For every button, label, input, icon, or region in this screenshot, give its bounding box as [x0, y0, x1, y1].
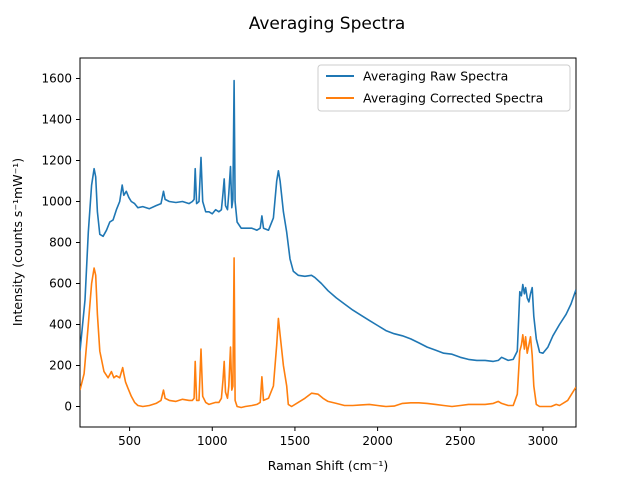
- series-line-2: [80, 257, 576, 409]
- x-tick-label: 2500: [445, 434, 476, 448]
- plot-area: 500 1000 1500 2000 2500 3000 0 200 400 600 800 100…: [41, 57, 577, 448]
- x-tick-label: 3000: [528, 434, 559, 448]
- y-tick-label: 800: [49, 236, 72, 250]
- x-axis-ticks: 500 1000 1500 2000 2500 3000: [118, 427, 558, 448]
- x-tick-label: 2000: [362, 434, 393, 448]
- y-tick-label: 1600: [41, 72, 72, 86]
- x-tick-label: 500: [118, 434, 141, 448]
- x-tick-label: 1000: [197, 434, 228, 448]
- y-axis-ticks: 0 200 400 600 800 1000 1200 1400 1600: [41, 72, 80, 414]
- y-axis-label: Intensity (counts s⁻¹mW⁻¹): [10, 158, 25, 326]
- x-tick-label: 1500: [280, 434, 311, 448]
- y-tick-label: 1000: [41, 195, 72, 209]
- axes-frame: [79, 57, 577, 428]
- y-tick-label: 200: [49, 359, 72, 373]
- series-layer: [80, 79, 576, 409]
- legend-label-2: Averaging Corrected Spectra: [363, 91, 543, 106]
- y-tick-label: 0: [64, 400, 72, 414]
- series-line-1: [80, 79, 576, 363]
- legend-box: [317, 64, 571, 112]
- y-tick-label: 1200: [41, 154, 72, 168]
- y-tick-label: 400: [49, 318, 72, 332]
- y-tick-label: 1400: [41, 113, 72, 127]
- x-axis-label: Raman Shift (cm⁻¹): [268, 458, 389, 473]
- chart-title: Averaging Spectra: [249, 14, 406, 34]
- y-tick-label: 600: [49, 277, 72, 291]
- legend: Averaging Raw Spectra Averaging Corrected…: [317, 64, 571, 112]
- legend-items: Averaging Raw Spectra Averaging Corrected…: [326, 69, 543, 106]
- legend-label-1: Averaging Raw Spectra: [363, 69, 508, 84]
